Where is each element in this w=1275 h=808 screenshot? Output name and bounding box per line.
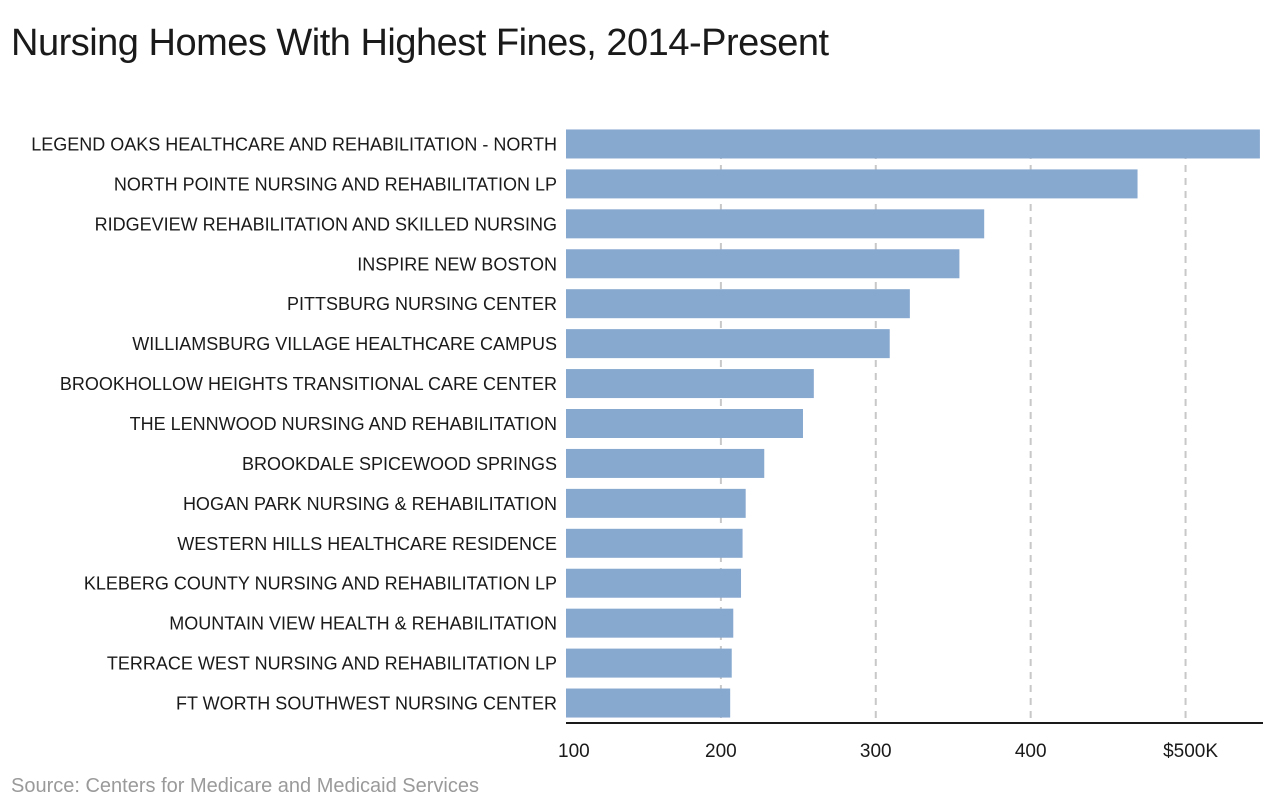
bar-3 <box>566 209 985 239</box>
bar-8 <box>566 409 803 438</box>
x-axis: 100 200 300 400 $500K <box>558 722 1263 762</box>
category-label-4: INSPIRE NEW BOSTON <box>357 254 557 274</box>
category-label-10: HOGAN PARK NURSING & REHABILITATION <box>183 494 557 514</box>
bar-13 <box>566 608 734 638</box>
bar-6 <box>566 329 890 359</box>
bar-2 <box>566 169 1138 199</box>
bar-11 <box>566 528 743 558</box>
bar-10 <box>566 488 746 518</box>
source-note: Source: Centers for Medicare and Medicai… <box>11 775 479 797</box>
grid-lines <box>719 152 1187 723</box>
bar-7 <box>566 369 814 399</box>
category-labels: LEGEND OAKS HEALTHCARE AND REHABILITATIO… <box>31 134 557 713</box>
bar-14 <box>566 648 732 678</box>
chart-title: Nursing Homes With Highest Fines, 2014-P… <box>11 22 829 64</box>
x-tick-label-500: $500K <box>1163 741 1218 762</box>
category-label-11: WESTERN HILLS HEALTHCARE RESIDENCE <box>177 534 557 554</box>
category-label-9: BROOKDALE SPICEWOOD SPRINGS <box>242 454 557 474</box>
category-label-13: MOUNTAIN VIEW HEALTH & REHABILITATION <box>169 614 557 634</box>
x-tick-label-200: 200 <box>705 741 737 762</box>
category-label-8: THE LENNWOOD NURSING AND REHABILITATION <box>130 414 557 434</box>
category-label-12: KLEBERG COUNTY NURSING AND REHABILITATIO… <box>84 574 557 594</box>
category-label-14: TERRACE WEST NURSING AND REHABILITATION … <box>107 654 557 674</box>
category-label-1: LEGEND OAKS HEALTHCARE AND REHABILITATIO… <box>31 134 557 154</box>
x-tick-label-400: 400 <box>1015 741 1047 762</box>
category-label-15: FT WORTH SOUTHWEST NURSING CENTER <box>176 694 557 714</box>
bars <box>566 129 1260 718</box>
bar-15 <box>566 688 731 718</box>
category-label-7: BROOKHOLLOW HEIGHTS TRANSITIONAL CARE CE… <box>60 374 557 394</box>
category-label-6: WILLIAMSBURG VILLAGE HEALTHCARE CAMPUS <box>132 334 557 354</box>
category-label-3: RIDGEVIEW REHABILITATION AND SKILLED NUR… <box>95 214 557 234</box>
bar-5 <box>566 289 910 319</box>
category-label-2: NORTH POINTE NURSING AND REHABILITATION … <box>114 174 557 194</box>
bar-12 <box>566 568 742 598</box>
x-tick-label-300: 300 <box>860 741 892 762</box>
x-tick-label-100: 100 <box>558 741 590 762</box>
bar-1 <box>566 129 1260 159</box>
category-label-5: PITTSBURG NURSING CENTER <box>287 294 557 314</box>
bar-9 <box>566 448 765 478</box>
bar-4 <box>566 249 960 279</box>
